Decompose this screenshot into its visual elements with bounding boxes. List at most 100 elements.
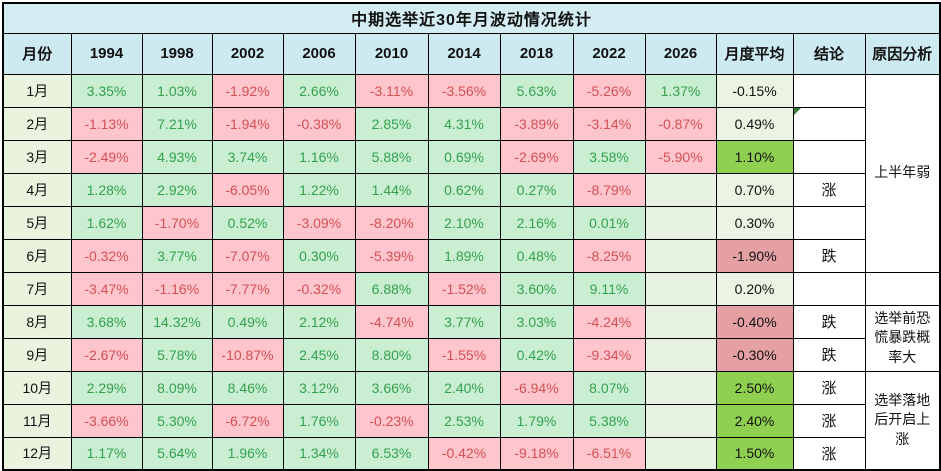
value-cell[interactable]: 0.52% bbox=[211, 205, 284, 240]
value-cell[interactable]: -9.34% bbox=[572, 337, 646, 372]
value-cell[interactable]: 7.21% bbox=[141, 106, 213, 141]
value-cell[interactable]: 2.40% bbox=[427, 370, 501, 405]
value-cell[interactable]: 2.16% bbox=[499, 205, 574, 240]
value-cell[interactable]: -3.09% bbox=[282, 205, 356, 240]
value-cell[interactable]: -0.42% bbox=[427, 436, 501, 471]
value-cell[interactable]: -1.92% bbox=[211, 73, 284, 108]
value-cell[interactable] bbox=[644, 238, 717, 273]
value-cell[interactable]: -6.51% bbox=[572, 436, 646, 471]
month-cell[interactable]: 4月 bbox=[2, 172, 72, 207]
value-cell[interactable]: -0.38% bbox=[282, 106, 356, 141]
value-cell[interactable]: 6.88% bbox=[354, 271, 429, 306]
value-cell[interactable]: -0.23% bbox=[354, 403, 429, 438]
value-cell[interactable]: 1.17% bbox=[70, 436, 143, 471]
value-cell[interactable]: -1.52% bbox=[427, 271, 501, 306]
conclusion-cell[interactable]: 涨 bbox=[792, 436, 866, 471]
column-header-2010[interactable]: 2010 bbox=[354, 32, 429, 75]
value-cell[interactable]: 4.93% bbox=[141, 139, 213, 174]
value-cell[interactable]: 2.66% bbox=[282, 73, 356, 108]
column-header-1994[interactable]: 1994 bbox=[70, 32, 143, 75]
month-cell[interactable]: 8月 bbox=[2, 304, 72, 339]
column-header-2014[interactable]: 2014 bbox=[427, 32, 501, 75]
value-cell[interactable]: -0.32% bbox=[70, 238, 143, 273]
value-cell[interactable]: -3.11% bbox=[354, 73, 429, 108]
month-cell[interactable]: 7月 bbox=[2, 271, 72, 306]
value-cell[interactable]: 2.92% bbox=[141, 172, 213, 207]
value-cell[interactable]: 1.28% bbox=[70, 172, 143, 207]
month-cell[interactable]: 5月 bbox=[2, 205, 72, 240]
column-header-reason-analysis[interactable]: 原因分析 bbox=[864, 32, 941, 75]
value-cell[interactable]: -7.77% bbox=[211, 271, 284, 306]
average-cell[interactable]: 2.40% bbox=[715, 403, 794, 438]
value-cell[interactable]: 0.69% bbox=[427, 139, 501, 174]
column-header-2022[interactable]: 2022 bbox=[572, 32, 646, 75]
value-cell[interactable]: 1.76% bbox=[282, 403, 356, 438]
value-cell[interactable]: 1.44% bbox=[354, 172, 429, 207]
value-cell[interactable]: 3.35% bbox=[70, 73, 143, 108]
value-cell[interactable]: 3.66% bbox=[354, 370, 429, 405]
value-cell[interactable]: 1.79% bbox=[499, 403, 574, 438]
value-cell[interactable] bbox=[644, 172, 717, 207]
average-cell[interactable]: 0.30% bbox=[715, 205, 794, 240]
value-cell[interactable] bbox=[644, 271, 717, 306]
value-cell[interactable]: 5.78% bbox=[141, 337, 213, 372]
average-cell[interactable]: -0.30% bbox=[715, 337, 794, 372]
value-cell[interactable]: 3.60% bbox=[499, 271, 574, 306]
value-cell[interactable] bbox=[644, 370, 717, 405]
value-cell[interactable]: -1.94% bbox=[211, 106, 284, 141]
value-cell[interactable]: -5.90% bbox=[644, 139, 717, 174]
value-cell[interactable]: 14.32% bbox=[141, 304, 213, 339]
value-cell[interactable]: 0.62% bbox=[427, 172, 501, 207]
value-cell[interactable]: 8.07% bbox=[572, 370, 646, 405]
value-cell[interactable]: -0.32% bbox=[282, 271, 356, 306]
value-cell[interactable]: 1.62% bbox=[70, 205, 143, 240]
value-cell[interactable]: -5.39% bbox=[354, 238, 429, 273]
value-cell[interactable]: -8.25% bbox=[572, 238, 646, 273]
conclusion-cell[interactable] bbox=[792, 205, 866, 240]
value-cell[interactable]: -3.89% bbox=[499, 106, 574, 141]
value-cell[interactable]: -4.74% bbox=[354, 304, 429, 339]
column-header-2006[interactable]: 2006 bbox=[282, 32, 356, 75]
value-cell[interactable]: -4.24% bbox=[572, 304, 646, 339]
month-cell[interactable]: 12月 bbox=[2, 436, 72, 471]
value-cell[interactable]: -7.07% bbox=[211, 238, 284, 273]
value-cell[interactable]: -3.66% bbox=[70, 403, 143, 438]
value-cell[interactable]: -6.72% bbox=[211, 403, 284, 438]
value-cell[interactable]: -2.69% bbox=[499, 139, 574, 174]
average-cell[interactable]: -1.90% bbox=[715, 238, 794, 273]
value-cell[interactable]: 1.16% bbox=[282, 139, 356, 174]
month-cell[interactable]: 1月 bbox=[2, 73, 72, 108]
value-cell[interactable] bbox=[644, 403, 717, 438]
value-cell[interactable] bbox=[644, 304, 717, 339]
value-cell[interactable]: 0.49% bbox=[211, 304, 284, 339]
value-cell[interactable]: 2.29% bbox=[70, 370, 143, 405]
average-cell[interactable]: -0.15% bbox=[715, 73, 794, 108]
month-cell[interactable]: 3月 bbox=[2, 139, 72, 174]
value-cell[interactable]: 9.11% bbox=[572, 271, 646, 306]
value-cell[interactable]: -2.49% bbox=[70, 139, 143, 174]
month-cell[interactable]: 6月 bbox=[2, 238, 72, 273]
value-cell[interactable]: -10.87% bbox=[211, 337, 284, 372]
value-cell[interactable]: 0.48% bbox=[499, 238, 574, 273]
value-cell[interactable] bbox=[644, 337, 717, 372]
value-cell[interactable]: 3.77% bbox=[427, 304, 501, 339]
month-cell[interactable]: 10月 bbox=[2, 370, 72, 405]
value-cell[interactable]: 5.38% bbox=[572, 403, 646, 438]
average-cell[interactable]: 1.50% bbox=[715, 436, 794, 471]
conclusion-cell[interactable]: 涨 bbox=[792, 172, 866, 207]
column-header-2018[interactable]: 2018 bbox=[499, 32, 574, 75]
value-cell[interactable]: 2.10% bbox=[427, 205, 501, 240]
reason-cell-july[interactable] bbox=[864, 271, 941, 306]
value-cell[interactable]: -1.13% bbox=[70, 106, 143, 141]
value-cell[interactable]: -9.18% bbox=[499, 436, 574, 471]
value-cell[interactable]: 4.31% bbox=[427, 106, 501, 141]
value-cell[interactable]: 1.22% bbox=[282, 172, 356, 207]
value-cell[interactable]: 5.63% bbox=[499, 73, 574, 108]
average-cell[interactable]: -0.40% bbox=[715, 304, 794, 339]
month-cell[interactable]: 2月 bbox=[2, 106, 72, 141]
value-cell[interactable]: 0.30% bbox=[282, 238, 356, 273]
conclusion-cell[interactable]: 跌 bbox=[792, 337, 866, 372]
average-cell[interactable]: 1.10% bbox=[715, 139, 794, 174]
value-cell[interactable]: 5.88% bbox=[354, 139, 429, 174]
average-cell[interactable]: 0.70% bbox=[715, 172, 794, 207]
